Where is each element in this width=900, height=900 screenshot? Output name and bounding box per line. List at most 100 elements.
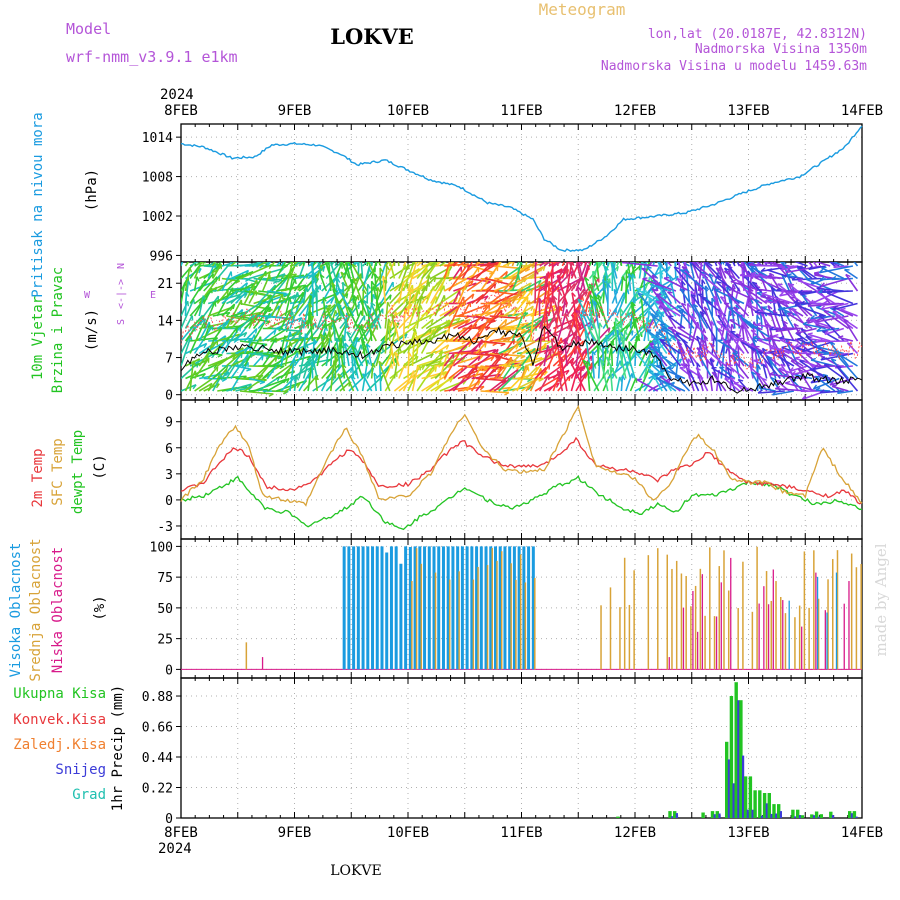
wind-barb-head (241, 256, 243, 261)
wind-barb-head (513, 253, 514, 258)
wind-barb-head (659, 371, 665, 375)
wind-barb (221, 282, 248, 305)
wind-barb-head (557, 350, 562, 356)
temp-label-sfc: SFC Temp (50, 438, 66, 505)
wind-barb-head (353, 234, 354, 239)
wind-barb (280, 376, 297, 392)
time-label-bottom: 10FEB (387, 825, 429, 841)
wind-barb (284, 278, 296, 304)
wind-barb (321, 262, 331, 267)
wind-barb (570, 262, 581, 279)
footer-station: LOKVE (330, 863, 382, 879)
wind-barb-head (304, 333, 309, 339)
wind-barb-head (258, 374, 264, 380)
wind-barb-head (751, 371, 757, 376)
wind-barb (511, 262, 538, 280)
wind-barb (667, 315, 686, 330)
wind-barb-head (208, 383, 213, 389)
wind-barb-head (605, 334, 610, 340)
wind-barb-head (701, 296, 707, 299)
wind-barb-head (367, 283, 371, 289)
wind-barb (412, 328, 440, 342)
wind-barb-head (771, 391, 777, 396)
wind-barb-head (610, 340, 615, 346)
wind-barb-head (658, 251, 663, 253)
wind-barb-head (808, 265, 813, 270)
wind-barb-head (367, 359, 371, 365)
wind-barb (332, 288, 346, 317)
wind-barb (212, 289, 239, 305)
wind-barb (216, 262, 223, 267)
wind-barb-head (678, 247, 681, 251)
wind-barb (584, 330, 591, 367)
wind-barb-head (833, 263, 839, 268)
wind-barb-head (602, 278, 607, 284)
wind-barb-head (282, 390, 288, 395)
wind-barb-head (596, 247, 597, 252)
time-label-bottom: 8FEB (164, 825, 198, 841)
wind-barb (339, 262, 343, 267)
wind-barb (754, 311, 790, 317)
wind-barb-head (428, 274, 432, 281)
wind-barb-head (556, 370, 562, 375)
wind-barb-head (674, 247, 677, 251)
wind-barb (498, 342, 523, 355)
wind-barb (216, 318, 232, 330)
wind-barb-head (580, 366, 584, 372)
wind-barb-head (814, 272, 820, 276)
wind-barb (181, 384, 197, 392)
precip-snow-bar (718, 813, 721, 818)
wind-barb (547, 337, 563, 367)
wind-barb (434, 319, 451, 330)
wind-barb-head (614, 240, 615, 245)
wind-barb-head (340, 271, 346, 276)
wind-barb-head (816, 318, 821, 323)
wind-barb (836, 354, 859, 380)
precip-legend-item: Snijeg (55, 762, 106, 778)
precip-total-bar (819, 814, 823, 818)
wind-barb-head (730, 330, 736, 333)
model-label: Model (66, 20, 111, 38)
wind-barb-head (807, 258, 812, 259)
precip-legend-item: Zaledj.Kisa (13, 737, 106, 753)
wind-barb-head (312, 288, 317, 294)
wind-barb (425, 366, 437, 380)
wind-barb-head (582, 359, 588, 364)
wind-barb-head (478, 342, 482, 348)
wind-barb (840, 308, 858, 317)
wind-barb-head (754, 345, 760, 348)
wind-barb-head (660, 262, 661, 263)
wind-barb (316, 262, 324, 267)
wind-barb-head (840, 307, 846, 311)
wind-barb-head (591, 363, 594, 369)
wind-barb (656, 262, 672, 280)
wind-barb-head (655, 310, 661, 315)
wind-barb-head (530, 305, 534, 312)
wind-barb-head (308, 357, 312, 363)
wind-barb-head (528, 251, 530, 256)
wind-barb-head (342, 336, 347, 342)
wind-barb-head (505, 271, 508, 277)
wind-barb (802, 323, 826, 330)
temp-tick-label: -3 (157, 520, 173, 535)
wind-barb-head (733, 381, 739, 384)
wind-barb (593, 262, 600, 279)
precip-snow-bar (831, 815, 835, 818)
wind-barb (584, 277, 591, 292)
wind-barb (421, 318, 434, 330)
model-altitude-label: Nadmorska Visina u modelu 1459.63m (601, 59, 867, 74)
wind-barb-head (754, 309, 760, 313)
wind-barb-head (836, 354, 843, 358)
wind-barb (719, 366, 736, 380)
wind-barb-head (341, 364, 347, 369)
wind-barb-head (372, 362, 376, 368)
wind-barb-head (366, 322, 372, 326)
wind-barb (778, 301, 804, 317)
wind-barb-head (315, 287, 320, 293)
wind-barb-head (630, 245, 633, 249)
pressure-line (180, 125, 863, 253)
wind-barb (772, 309, 786, 342)
wind-barb-head (716, 320, 723, 323)
wind-barb (831, 385, 849, 392)
wind-barb (484, 270, 508, 292)
